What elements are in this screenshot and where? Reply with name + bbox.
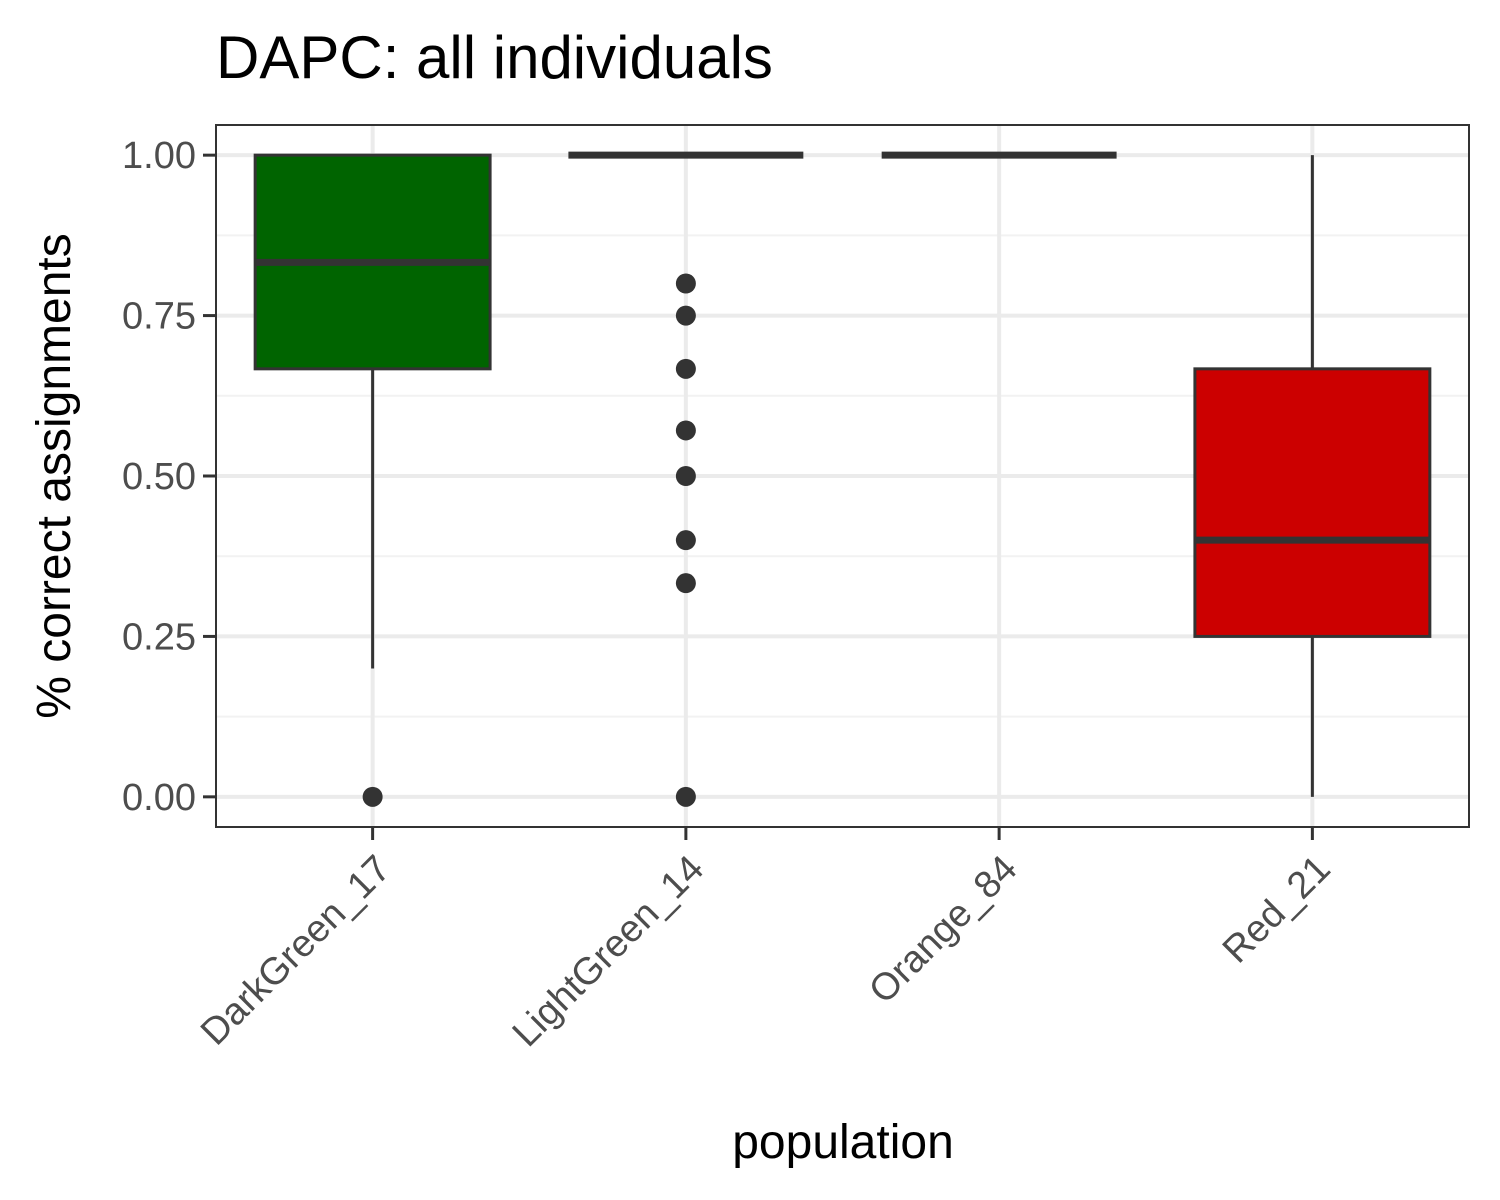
y-tick-label: 0.75 [122,296,196,338]
outlier-point [675,573,696,594]
outlier-point [675,273,696,294]
y-axis: 0.00 0.25 0.50 0.75 1.00 [122,135,216,819]
outlier-point [675,305,696,326]
y-axis-title: % correct assignments [28,233,81,719]
box-darkgreen-17 [253,153,492,807]
y-tick-label: 0.50 [122,456,196,498]
outlier-point [675,466,696,486]
outlier-point [675,786,696,807]
outlier-point [675,358,696,379]
y-tick-label: 1.00 [122,135,196,177]
x-tick-label: DarkGreen_17 [193,848,399,1054]
x-tick-label: LightGreen_14 [505,848,712,1055]
outlier-point [675,530,696,551]
chart-title: DAPC: all individuals [216,24,773,91]
x-axis: DarkGreen_17 LightGreen_14 Orange_84 Red_21 [193,827,1339,1055]
x-tick-label: Red_21 [1215,848,1339,972]
x-axis-title: population [732,1116,954,1169]
outlier-point [675,420,696,441]
x-tick-label: Orange_84 [861,848,1025,1012]
box-series [253,151,1432,807]
y-tick-label: 0.00 [122,777,196,819]
y-tick-label: 0.25 [122,616,196,658]
box-iqr [1193,367,1432,638]
outlier-point [362,786,383,807]
box-lightgreen-14 [568,151,804,807]
box-red-21 [1193,155,1432,797]
